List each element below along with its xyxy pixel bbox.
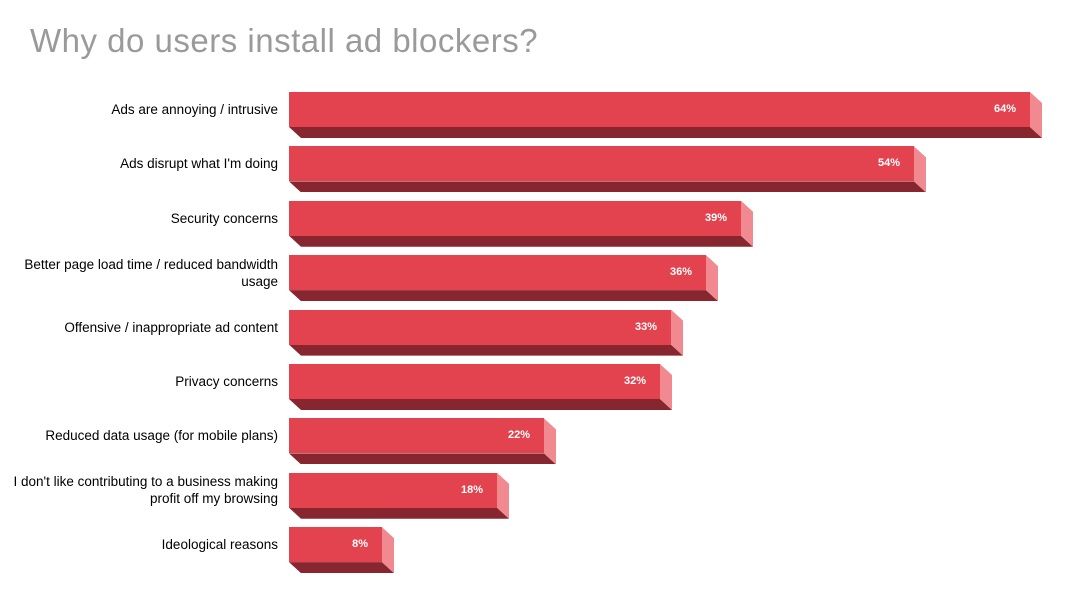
bar-front-face bbox=[289, 363, 660, 399]
bar[interactable]: 33% bbox=[289, 309, 683, 356]
bar-end-cap bbox=[741, 200, 753, 247]
value-label: 33% bbox=[634, 320, 657, 333]
chart-row: Privacy concerns 32% bbox=[0, 363, 1068, 410]
bar-end-cap bbox=[914, 146, 926, 193]
bar-area: 54% bbox=[289, 146, 1068, 193]
bar-area: 22% bbox=[289, 418, 1068, 465]
bar-bottom-bevel bbox=[289, 345, 683, 356]
bar[interactable]: 8% bbox=[289, 527, 394, 574]
category-label: Security concerns bbox=[170, 210, 278, 226]
bar[interactable]: 18% bbox=[289, 472, 509, 519]
bar-bottom-bevel bbox=[289, 181, 926, 192]
bar[interactable]: 39% bbox=[289, 200, 753, 247]
bar-bottom-bevel bbox=[289, 127, 1042, 138]
bar-area: 18% bbox=[289, 472, 1068, 519]
bar-front-face bbox=[289, 309, 671, 345]
bar-area: 32% bbox=[289, 363, 1068, 410]
bar[interactable]: 54% bbox=[289, 146, 926, 193]
bar-bottom-bevel bbox=[289, 508, 509, 519]
bar[interactable]: 36% bbox=[289, 255, 718, 302]
value-label: 32% bbox=[623, 374, 646, 387]
chart-row: Reduced data usage (for mobile plans) 22% bbox=[0, 418, 1068, 465]
bar-bottom-bevel bbox=[289, 562, 394, 573]
chart-row: Better page load time / reduced bandwidt… bbox=[0, 255, 1068, 302]
bar-area: 64% bbox=[289, 92, 1068, 138]
value-label: 22% bbox=[507, 429, 530, 442]
chart-row: Offensive / inappropriate ad content 33% bbox=[0, 309, 1068, 356]
bar-area: 33% bbox=[289, 309, 1068, 356]
category-label: Ads are annoying / intrusive bbox=[111, 102, 278, 117]
bar-area: 39% bbox=[289, 200, 1068, 247]
chart-row: I don't like contributing to a business … bbox=[0, 472, 1068, 519]
chart-row: Ads are annoying / intrusive 64% bbox=[0, 92, 1068, 138]
value-label: 18% bbox=[460, 483, 483, 496]
bar-bottom-bevel bbox=[289, 236, 753, 247]
category-label: Ideological reasons bbox=[161, 537, 278, 553]
category-label: Privacy concerns bbox=[175, 373, 278, 389]
bar-end-cap bbox=[671, 309, 683, 356]
bar[interactable]: 64% bbox=[289, 92, 1042, 138]
bar-bottom-bevel bbox=[289, 290, 718, 301]
value-label: 54% bbox=[877, 157, 900, 170]
bar-front-face bbox=[289, 146, 914, 182]
bar-end-cap bbox=[382, 527, 394, 574]
bar[interactable]: 32% bbox=[289, 363, 672, 410]
bar-area: 36% bbox=[289, 255, 1068, 302]
chart-row: Ideological reasons 8% bbox=[0, 527, 1068, 574]
chart-row: Security concerns 39% bbox=[0, 200, 1068, 247]
bar-front-face bbox=[289, 418, 544, 454]
bar[interactable]: 22% bbox=[289, 418, 556, 465]
value-label: 64% bbox=[993, 103, 1016, 115]
bar-end-cap bbox=[1030, 92, 1042, 138]
bar-front-face bbox=[289, 92, 1030, 127]
bar-bottom-bevel bbox=[289, 399, 672, 410]
category-label: Reduced data usage (for mobile plans) bbox=[45, 428, 278, 444]
category-label: Ads disrupt what I'm doing bbox=[120, 156, 278, 172]
bar-area: 8% bbox=[289, 527, 1068, 574]
category-label: Offensive / inappropriate ad content bbox=[64, 319, 278, 335]
category-label: I don't like contributing to a business … bbox=[13, 474, 278, 507]
bar-front-face bbox=[289, 527, 382, 563]
category-label: Better page load time / reduced bandwidt… bbox=[24, 256, 278, 289]
bar-front-face bbox=[289, 255, 706, 291]
chart-title: Why do users install ad blockers? bbox=[30, 22, 539, 59]
value-label: 36% bbox=[669, 266, 692, 279]
bar-end-cap bbox=[706, 255, 718, 302]
value-label: 39% bbox=[704, 211, 727, 224]
bar-end-cap bbox=[660, 363, 672, 410]
bar-bottom-bevel bbox=[289, 453, 556, 464]
bar-end-cap bbox=[497, 472, 509, 519]
chart-row: Ads disrupt what I'm doing 54% bbox=[0, 146, 1068, 193]
bar-front-face bbox=[289, 200, 741, 236]
value-label: 8% bbox=[352, 538, 368, 551]
bar-chart: Ads are annoying / intrusive 64% Ads disru… bbox=[0, 92, 1068, 582]
bar-front-face bbox=[289, 472, 497, 508]
bar-end-cap bbox=[544, 418, 556, 465]
